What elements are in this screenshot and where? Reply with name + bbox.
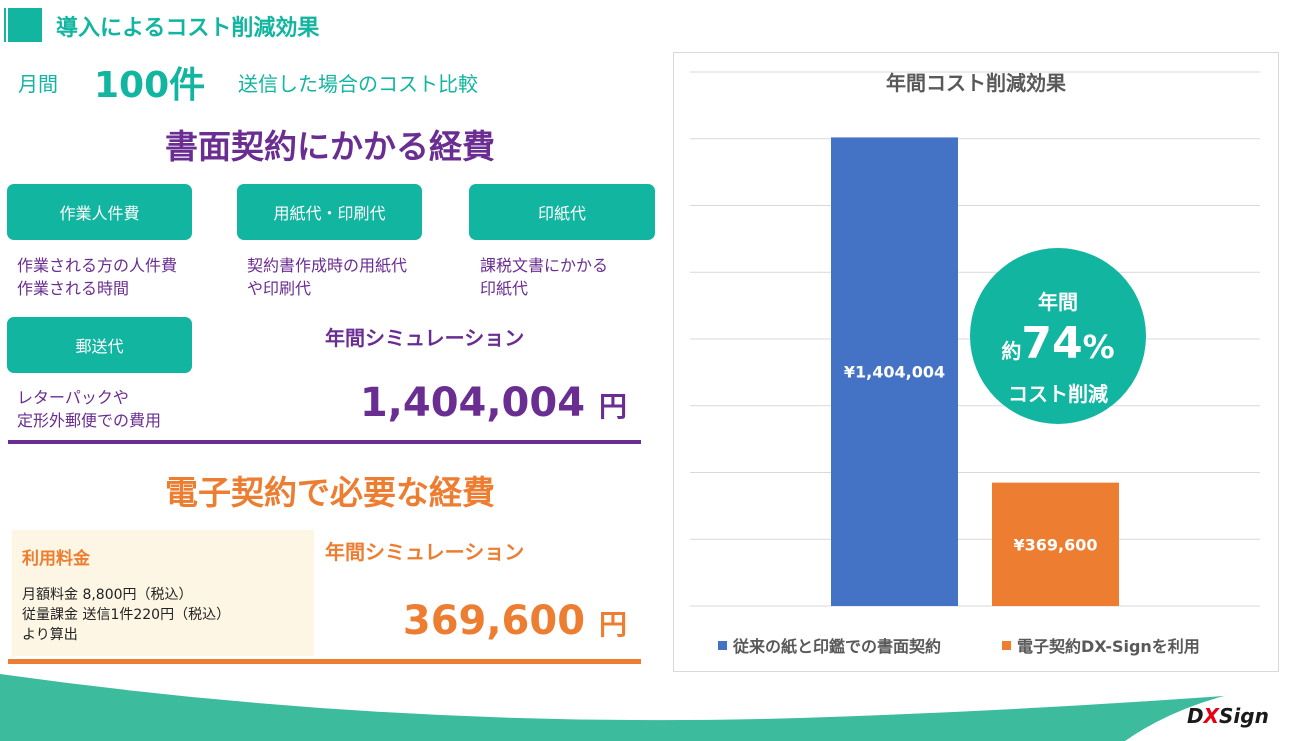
category-stamp-desc: 課税文書にかかる 印紙代 bbox=[480, 256, 609, 298]
logo-background bbox=[1125, 682, 1303, 741]
chart-bar-0 bbox=[831, 137, 958, 606]
legend-label-paper: 従来の紙と印鑑での書面契約 bbox=[733, 637, 942, 656]
chart-data-label-1: ¥369,600 bbox=[1013, 535, 1097, 554]
category-paper-print: 用紙代・印刷代 bbox=[237, 184, 422, 240]
badge-approx: 約 bbox=[1001, 339, 1022, 363]
legend-swatch-blue bbox=[718, 640, 727, 650]
paper-sim-unit: 円 bbox=[598, 390, 627, 423]
category-stamp: 印紙代 bbox=[469, 184, 655, 240]
fee-line-usage: 従量課金 送信1件220円（税込） bbox=[22, 607, 231, 623]
category-paper-print-desc: 契約書作成時の用紙代 や印刷代 bbox=[247, 256, 408, 298]
badge-period: 年間 bbox=[1038, 290, 1078, 314]
savings-badge: 年間 約74% コスト削減 bbox=[970, 248, 1146, 424]
fee-line-note: より算出 bbox=[22, 627, 78, 643]
paper-sim-amount: 1,404,004 円 bbox=[360, 380, 627, 426]
badge-percent-sign: % bbox=[1082, 328, 1115, 366]
footer-wave-shape bbox=[0, 674, 1303, 741]
footer-wave bbox=[0, 674, 1303, 741]
fee-line-monthly: 月額料金 8,800円（税込） bbox=[22, 587, 193, 603]
electronic-cost-heading: 電子契約で必要な経費 bbox=[165, 473, 495, 512]
legend-item-paper: 従来の紙と印鑑での書面契約 bbox=[718, 633, 941, 657]
electronic-sim-label: 年間シミュレーション bbox=[325, 540, 525, 564]
category-labor: 作業人件費 bbox=[7, 184, 192, 240]
monthly-prefix: 月間 bbox=[18, 72, 58, 96]
logo-background-shape bbox=[1125, 682, 1303, 741]
electronic-sim-value: 369,600 bbox=[402, 598, 586, 644]
dx-sign-logo: DXSign bbox=[1187, 704, 1269, 728]
legend-label-electronic: 電子契約DX-Signを利用 bbox=[1017, 637, 1200, 656]
paper-cost-heading: 書面契約にかかる経費 bbox=[165, 127, 495, 166]
paper-sim-label: 年間シミュレーション bbox=[325, 326, 525, 350]
electronic-divider bbox=[8, 659, 641, 664]
badge-percent-num: 74 bbox=[1021, 318, 1083, 369]
legend-item-electronic: 電子契約DX-Signを利用 bbox=[1002, 633, 1200, 657]
chart-title: 年間コスト削減効果 bbox=[886, 71, 1066, 95]
chart-bar-1 bbox=[992, 482, 1119, 606]
header-accent-bar bbox=[4, 8, 42, 42]
chart-data-label-0: ¥1,404,004 bbox=[844, 363, 945, 382]
paper-sim-value: 1,404,004 bbox=[359, 380, 586, 426]
fee-box: 利用料金 月額料金 8,800円（税込） 従量課金 送信1件220円（税込） よ… bbox=[12, 530, 314, 656]
paper-divider bbox=[8, 440, 641, 444]
electronic-sim-unit: 円 bbox=[598, 608, 627, 641]
monthly-suffix: 送信した場合のコスト比較 bbox=[238, 72, 478, 96]
badge-percent: 約74% bbox=[970, 318, 1146, 369]
category-labor-desc: 作業される方の人件費 作業される時間 bbox=[17, 256, 178, 298]
badge-label: コスト削減 bbox=[1008, 382, 1108, 406]
legend-swatch-orange bbox=[1002, 640, 1011, 650]
monthly-count: 100件 bbox=[94, 65, 206, 106]
electronic-sim-amount: 369,600 円 bbox=[403, 598, 627, 644]
page-title: 導入によるコスト削減効果 bbox=[56, 16, 320, 41]
category-postage-desc: レターパックや 定形外郵便での費用 bbox=[17, 388, 162, 430]
fee-title: 利用料金 bbox=[22, 549, 90, 569]
category-postage: 郵送代 bbox=[7, 317, 192, 373]
